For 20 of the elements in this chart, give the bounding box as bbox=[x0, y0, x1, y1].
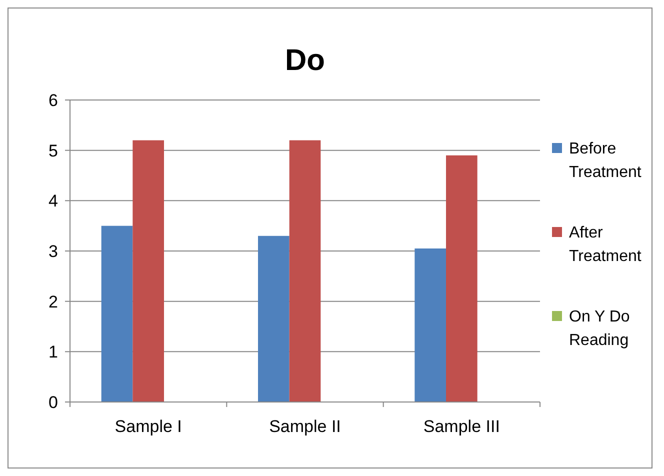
bar bbox=[258, 236, 290, 402]
y-tick-label: 4 bbox=[48, 192, 58, 211]
y-tick-label: 6 bbox=[48, 90, 58, 110]
legend-label: On Y Do Reading bbox=[569, 308, 630, 349]
y-tick-label: 5 bbox=[48, 141, 58, 160]
bar bbox=[289, 140, 321, 402]
x-tick-label: Sample I bbox=[114, 417, 182, 436]
x-tick-label: Sample II bbox=[269, 417, 341, 436]
y-tick-label: 0 bbox=[48, 392, 58, 412]
y-tick-label: 1 bbox=[48, 342, 58, 362]
chart-title: Do bbox=[285, 44, 325, 77]
y-tick-label: 3 bbox=[48, 242, 58, 261]
bar bbox=[414, 248, 446, 402]
y-tick-label: 2 bbox=[48, 292, 58, 312]
legend-label: After Treatment bbox=[569, 224, 642, 265]
bar bbox=[446, 155, 478, 402]
bar bbox=[132, 140, 164, 402]
x-tick-label: Sample III bbox=[423, 417, 500, 436]
legend-label: Before Treatment bbox=[569, 140, 642, 181]
bar bbox=[101, 226, 133, 402]
